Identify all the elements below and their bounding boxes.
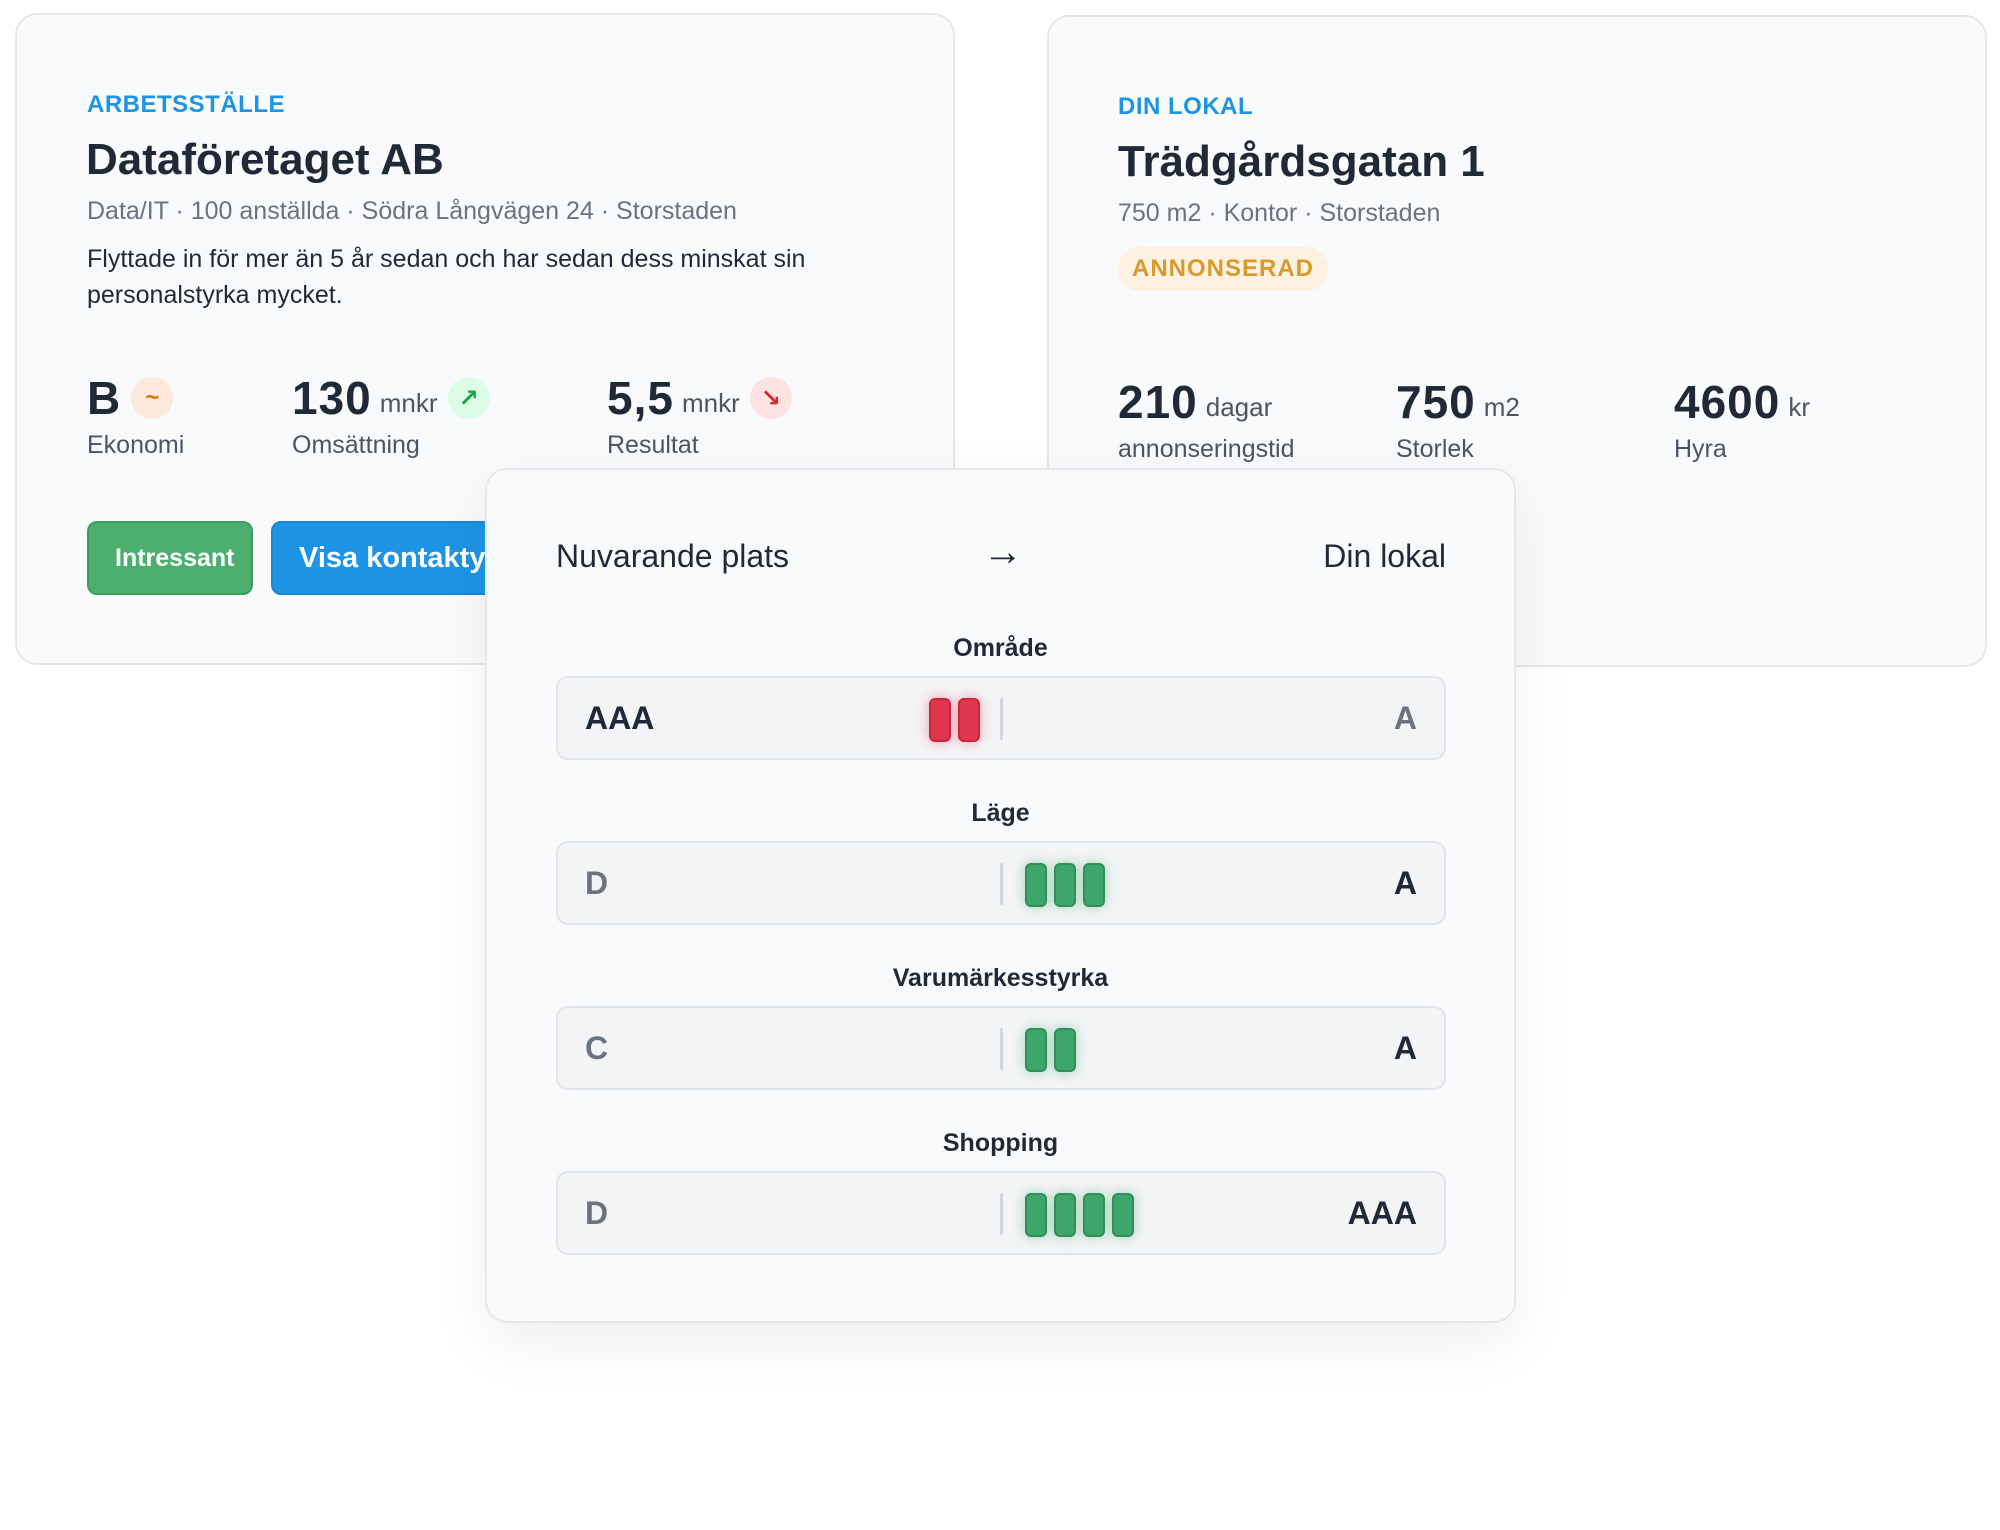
new-grade: AAA <box>1347 1195 1417 1231</box>
stat-value: 4600 <box>1674 376 1781 428</box>
new-grade: A <box>1393 1030 1417 1066</box>
center-divider <box>1000 698 1003 740</box>
stat-rent: 4600 kr Hyra <box>1674 375 1810 464</box>
trend-up-icon: ↗ <box>447 377 490 419</box>
stat-result: 5,5 mnkr ↘ Resultat <box>607 371 792 460</box>
center-divider <box>1000 1028 1003 1070</box>
increase-step-pill <box>1083 1193 1105 1237</box>
trend-down-icon: ↘ <box>749 377 792 419</box>
category-label: Shopping <box>942 1129 1059 1157</box>
new-grade: A <box>1393 865 1417 901</box>
comparison-panel: Nuvarande plats → Din lokal Område AAA A Lä… <box>485 468 1516 1323</box>
decrease-step-pill <box>929 698 951 742</box>
increase-step-pill <box>1025 863 1047 907</box>
stat-label: Resultat <box>607 431 699 459</box>
trend-neutral-icon: ~ <box>131 377 174 419</box>
show-contact-button[interactable]: Visa kontakty <box>271 521 511 595</box>
workplace-eyebrow: ARBETSSTÄLLE <box>87 91 285 118</box>
premises-eyebrow: DIN LOKAL <box>1118 93 1254 120</box>
stat-unit: dagar <box>1205 391 1273 422</box>
new-grade: A <box>1393 700 1417 736</box>
decrease-step-pill <box>958 698 980 742</box>
category-label: Varumärkesstyrka <box>892 964 1109 992</box>
listed-badge: ANNONSERAD <box>1118 247 1329 291</box>
stat-label: annonseringstid <box>1118 435 1295 463</box>
workplace-description: Flyttade in för mer än 5 år sedan och ha… <box>87 245 806 309</box>
current-grade: AAA <box>585 700 655 736</box>
increase-step-pill <box>1112 1193 1134 1237</box>
increase-step-pill <box>1083 863 1105 907</box>
stat-label: Ekonomi <box>87 431 185 459</box>
stat-turnover: 130 mnkr ↗ Omsättning <box>292 371 490 460</box>
stat-value: 5,5 <box>607 372 674 424</box>
current-location-heading: Nuvarande plats <box>556 538 790 574</box>
increase-step-pill <box>1025 1193 1047 1237</box>
stat-label: Hyra <box>1674 435 1727 463</box>
stat-value: 750 <box>1396 376 1476 428</box>
current-grade: D <box>585 1195 609 1231</box>
interesting-button[interactable]: Intressant <box>87 521 253 595</box>
increase-step-pill <box>1054 863 1076 907</box>
current-grade: C <box>585 1030 609 1066</box>
center-divider <box>1000 1193 1003 1235</box>
category-label: Område <box>953 634 1048 662</box>
workplace-card: ARBETSSTÄLLE Dataföretaget AB Data/IT · … <box>15 13 955 665</box>
current-grade: D <box>585 865 609 901</box>
stat-size: 750 m2 Storlek <box>1396 375 1520 464</box>
premises-title: Trädgårdsgatan 1 <box>1118 137 1485 186</box>
category-label: Läge <box>971 799 1030 827</box>
stat-unit: kr <box>1788 391 1811 422</box>
stat-unit: mnkr <box>379 387 438 418</box>
stat-label: Omsättning <box>292 431 420 459</box>
stat-unit: m2 <box>1483 391 1520 422</box>
your-premises-heading: Din lokal <box>1323 538 1446 574</box>
center-divider <box>1000 863 1003 905</box>
comparison-track: AAA A <box>556 676 1446 760</box>
stat-listing-time: 210 dagar annonseringstid <box>1118 375 1295 464</box>
stat-value: B <box>87 372 122 424</box>
workplace-meta: Data/IT · 100 anställda · Södra Långväge… <box>87 197 737 225</box>
premises-meta: 750 m2 · Kontor · Storstaden <box>1118 199 1441 227</box>
stat-value: 130 <box>292 372 372 424</box>
stat-economy: B ~ Ekonomi <box>87 371 184 460</box>
arrow-right-icon: → <box>983 530 1023 574</box>
comparison-track: D AAA <box>556 1171 1446 1255</box>
stat-unit: mnkr <box>681 387 740 418</box>
stat-label: Storlek <box>1396 435 1474 463</box>
stat-value: 210 <box>1118 376 1198 428</box>
increase-step-pill <box>1054 1193 1076 1237</box>
increase-step-pill <box>1054 1028 1076 1072</box>
increase-step-pill <box>1025 1028 1047 1072</box>
workplace-title: Dataföretaget AB <box>86 135 444 184</box>
